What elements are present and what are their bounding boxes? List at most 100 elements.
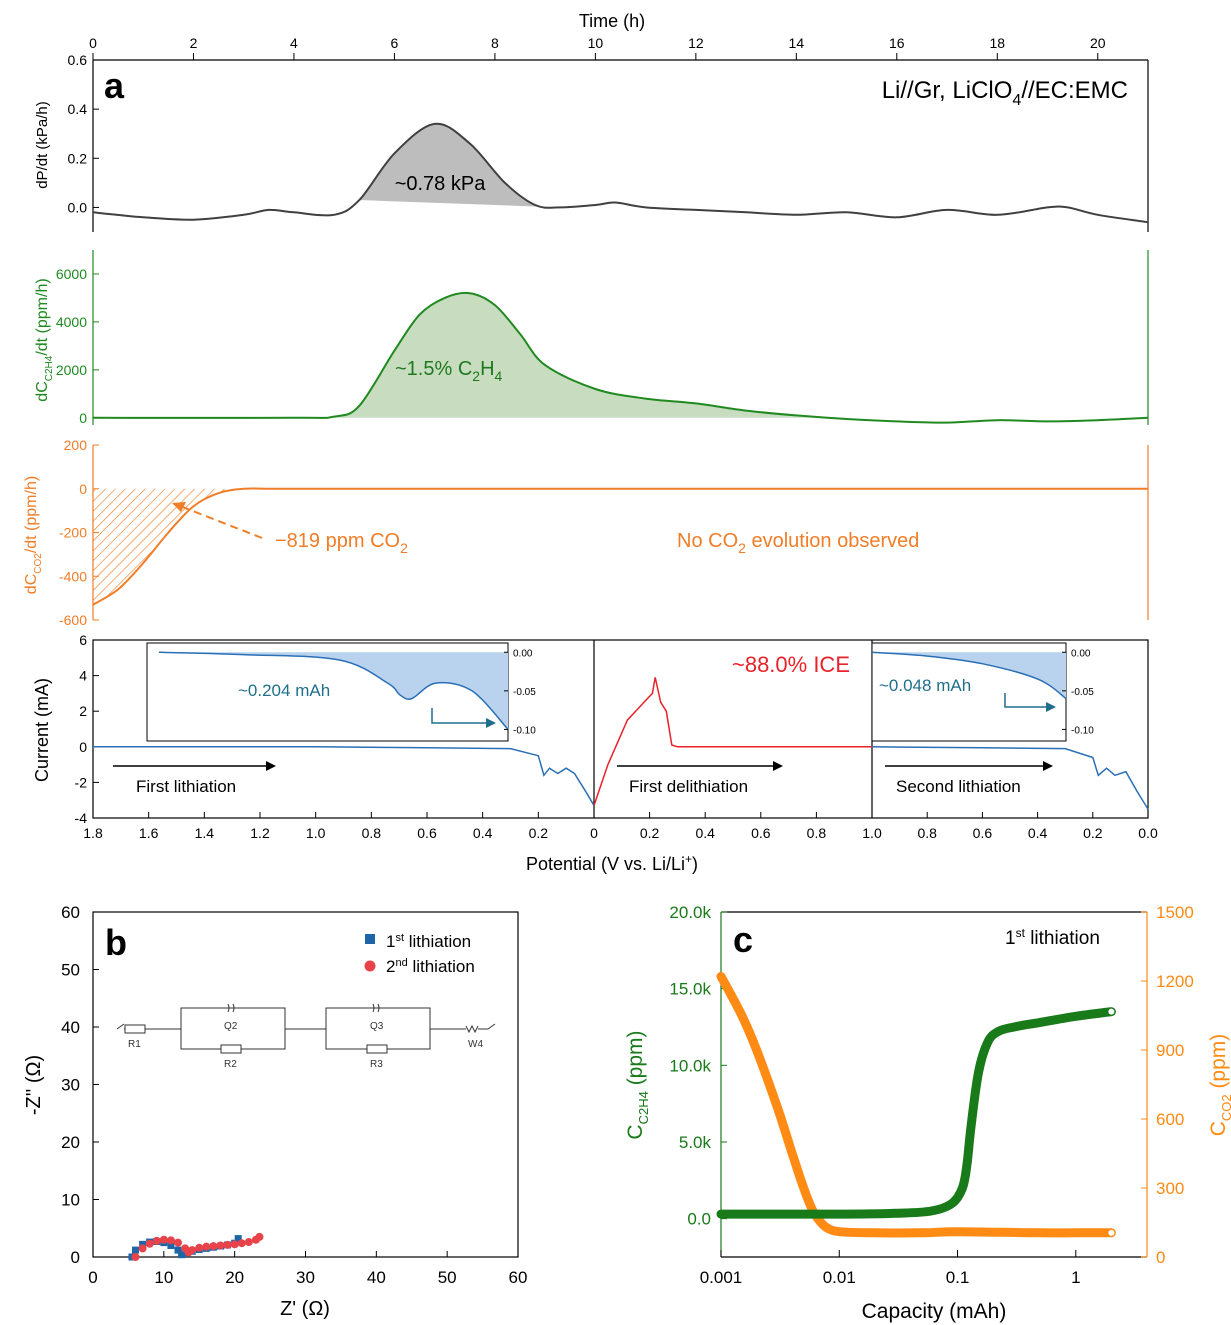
legend-1st: 1st lithiation: [386, 932, 471, 951]
arrow-right-icon: [1043, 761, 1053, 771]
y-tick-label: 0.6: [68, 52, 88, 68]
time-tick-label: 8: [491, 35, 499, 51]
co2-line: [92, 487, 1148, 606]
inset-tick-label: -0.10: [513, 725, 536, 736]
eis-point-1st: [167, 1242, 175, 1249]
circuit-r2-label: R2: [224, 1059, 237, 1070]
eis-point-2nd: [131, 1253, 140, 1261]
arrow-right-icon: [773, 761, 783, 771]
x-tick-label: 0.6: [973, 825, 993, 841]
circuit-w4-label: W4: [468, 1039, 483, 1050]
inset-tick-label: -0.10: [1071, 725, 1094, 736]
eis-point-2nd: [195, 1243, 204, 1252]
x-tick-label: 30: [296, 1268, 315, 1287]
eis-point-2nd: [223, 1240, 232, 1249]
x-tick-label: 1.6: [139, 825, 159, 841]
arrow-right-icon: [266, 761, 276, 771]
circuit-r3-label: R3: [370, 1059, 383, 1070]
resistor-r2-icon: [220, 1044, 242, 1054]
eis-point-2nd: [230, 1240, 239, 1249]
inset-tick-label: 0.00: [513, 648, 533, 659]
eis-point-2nd: [152, 1236, 161, 1245]
inset-1-fill: [159, 652, 508, 730]
pressure-line: [92, 122, 1149, 224]
panel-c-label: c: [733, 919, 753, 960]
eis-ticks: 0 10 20 30 40 50 60 60 50 40 30 20 10 0: [61, 903, 527, 1287]
inset-2-label: ~0.048 mAh: [879, 676, 971, 695]
co2-yticks: 200 0 -200 -400 -600: [59, 437, 99, 628]
y-tick-label: 40: [61, 1018, 80, 1037]
circuit-q2-label: Q2: [224, 1021, 238, 1032]
capacity-ticks: 0.001 0.01 0.1 1 20.0k 15.0k 10.0k 5.0k 0.0 1500 1…: [669, 903, 1193, 1287]
y-tick-label: 4: [79, 668, 87, 684]
y-tick-label: 0.4: [68, 101, 88, 117]
y-tick-label: -4: [75, 810, 88, 826]
right-tick-label: 600: [1156, 1110, 1184, 1129]
x-tick-label: 1.0: [306, 825, 326, 841]
y-tick-label: 2000: [56, 362, 87, 378]
y-tick-label: 50: [61, 961, 80, 980]
y-tick-label: 0: [71, 1248, 80, 1267]
circuit-q3-label: Q3: [370, 1021, 384, 1032]
time-tick-label: 6: [391, 35, 399, 51]
ethylene-ylabel: dCC2H4/dt (ppm/h): [34, 278, 55, 401]
y-tick-label: 4000: [56, 314, 87, 330]
x-tick-label: 0.0: [1138, 825, 1158, 841]
first-delithiation-curve: [593, 677, 872, 806]
current-yticks: 6 4 2 0 -2 -4: [75, 632, 99, 826]
eis-point-2nd: [255, 1232, 264, 1241]
potential-axis-label: Potential (V vs. Li/Li+): [526, 852, 698, 874]
right-tick-label: 1500: [1156, 903, 1194, 922]
y-tick-label: 6: [79, 632, 87, 648]
y-tick-label: 6000: [56, 266, 87, 282]
x-tick-label: 0.2: [640, 825, 660, 841]
ethylene-concentration-line: [716, 1007, 1116, 1219]
time-tick-label: 12: [688, 35, 704, 51]
panel-c-annotation: 1st lithiation: [1005, 926, 1100, 949]
y-tick-label: 30: [61, 1076, 80, 1095]
left-tick-label: 20.0k: [669, 903, 711, 922]
co2-ylabel: dCCO2/dt (ppm/h): [23, 476, 44, 594]
second-lithiation-curve: [871, 746, 1149, 810]
eis-point-2nd: [159, 1235, 168, 1244]
ethylene-conc-ylabel: CC2H4 (ppm): [624, 1030, 651, 1139]
x-tick-label: 0.8: [362, 825, 382, 841]
inset-2: 0.00 -0.05 -0.10 ~0.048 mAh: [871, 642, 1094, 742]
cpe-q3-icon: [372, 1003, 380, 1013]
eis-point-1st: [132, 1246, 139, 1254]
co2-hatch-fill: [93, 488, 269, 605]
right-tick-label: 0: [1156, 1248, 1165, 1267]
legend-2nd: 2nd lithiation: [386, 957, 475, 976]
time-ticks: 0 2 4 6 8 10 12 14 16 18 20: [89, 35, 1106, 60]
eis-point-2nd: [237, 1239, 246, 1248]
ethylene-yticks: 6000 4000 2000 0: [56, 266, 99, 426]
x-tick-label: 1.0: [862, 825, 882, 841]
y-tick-label: 0: [79, 410, 87, 426]
x-tick-label: 0.1: [946, 1268, 970, 1287]
inset-2-ticks: 0.00 -0.05 -0.10: [1062, 648, 1094, 736]
arrow-right-icon: [1046, 702, 1056, 712]
x-tick-label: 0.4: [473, 825, 493, 841]
eis-points: [128, 1232, 264, 1261]
inset-tick-label: -0.05: [513, 687, 536, 698]
time-tick-label: 4: [290, 35, 298, 51]
eis-point-2nd: [166, 1236, 175, 1245]
y-tick-label: 0.0: [68, 199, 88, 215]
pressure-annotation: ~0.78 kPa: [395, 173, 487, 195]
eis-point-2nd: [202, 1242, 211, 1251]
inset-2-line: [871, 651, 1067, 700]
eis-point-1st: [139, 1240, 147, 1248]
eis-xlabel: Z' (Ω): [280, 1298, 330, 1320]
eis-point-1st: [178, 1251, 186, 1259]
right-tick-label: 1200: [1156, 972, 1194, 991]
x-tick-label: 0.4: [695, 825, 715, 841]
second-lithiation-label: Second lithiation: [896, 777, 1021, 796]
pressure-yticks: 0.6 0.4 0.2 0.0: [68, 52, 99, 215]
y-tick-label: -400: [59, 568, 87, 584]
eis-point-2nd: [188, 1246, 197, 1255]
y-tick-label: 60: [61, 903, 80, 922]
ethylene-line: [92, 291, 1149, 424]
y-tick-label: -600: [59, 612, 87, 628]
arrow-right-icon: [486, 718, 496, 728]
warburg-w4-icon: [465, 1024, 479, 1034]
